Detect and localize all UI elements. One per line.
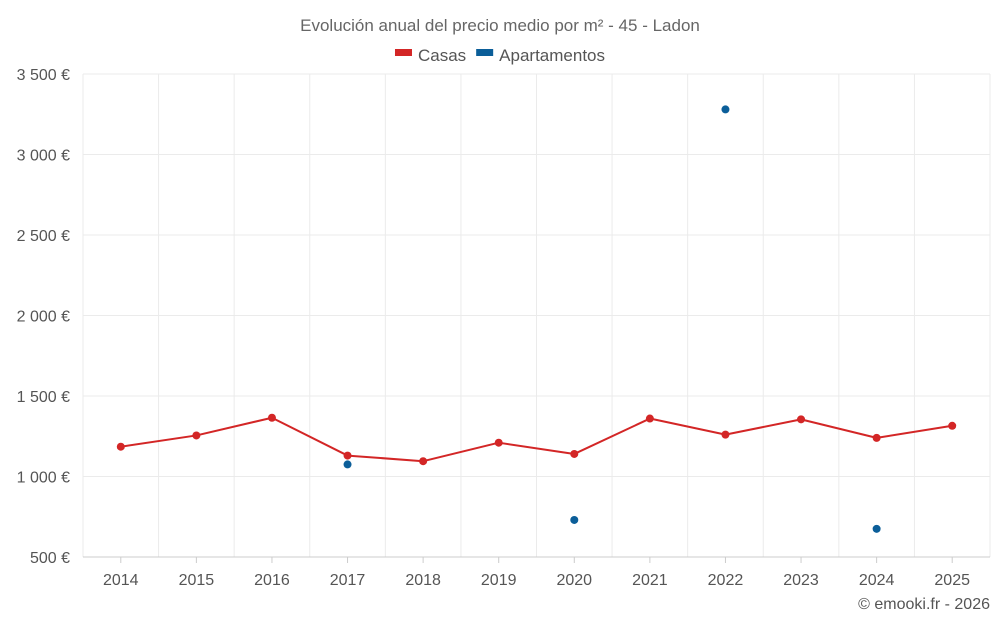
x-tick-label: 2024: [859, 572, 895, 589]
series-casas: [116, 413, 957, 466]
y-tick-label: 2 000 €: [17, 309, 70, 326]
data-point-casas[interactable]: [570, 449, 579, 458]
x-tick-label: 2021: [632, 572, 668, 589]
legend-label-casas: Casas: [418, 46, 466, 65]
data-point-casas[interactable]: [494, 438, 503, 447]
x-tick-label: 2023: [783, 572, 819, 589]
x-tick-label: 2019: [481, 572, 517, 589]
data-point-casas[interactable]: [419, 457, 428, 466]
x-tick-label: 2017: [330, 572, 366, 589]
x-tick-label: 2022: [708, 572, 744, 589]
x-tick-label: 2014: [103, 572, 139, 589]
legend-label-apartamentos: Apartamentos: [499, 46, 605, 65]
legend-item-apartamentos[interactable]: Apartamentos: [476, 46, 605, 65]
data-point-casas[interactable]: [192, 431, 201, 440]
data-point-apartamentos[interactable]: [872, 524, 881, 533]
y-tick-label: 1 000 €: [17, 470, 70, 487]
series-apartamentos: [343, 105, 881, 533]
series-line-casas: [120, 416, 953, 463]
x-gridlines: [82, 74, 991, 557]
data-point-casas[interactable]: [872, 433, 881, 442]
data-point-casas[interactable]: [343, 451, 352, 460]
legend-swatch-apartamentos: [476, 49, 494, 56]
data-point-apartamentos[interactable]: [721, 105, 730, 114]
chart-title: Evolución anual del precio medio por m² …: [300, 16, 700, 35]
data-point-apartamentos[interactable]: [570, 515, 579, 524]
data-point-casas[interactable]: [645, 414, 654, 423]
data-point-casas[interactable]: [797, 415, 806, 424]
data-point-casas[interactable]: [267, 413, 276, 422]
y-tick-label: 3 500 €: [17, 67, 70, 84]
x-tick-label: 2020: [556, 572, 592, 589]
y-tick-label: 1 500 €: [17, 389, 70, 406]
y-tick-label: 500 €: [30, 550, 70, 567]
x-tick-label: 2016: [254, 572, 290, 589]
y-tick-label: 3 000 €: [17, 148, 70, 165]
x-tick-label: 2015: [179, 572, 215, 589]
x-tick-label: 2025: [934, 572, 970, 589]
credit-text: © emooki.fr - 2026: [858, 596, 990, 613]
y-tick-label: 2 500 €: [17, 228, 70, 245]
data-point-casas[interactable]: [721, 430, 730, 439]
legend[interactable]: Casas Apartamentos: [394, 46, 605, 65]
y-axis: 500 € 1 000 € 1 500 € 2 000 € 2 500 € 3 000 €…: [17, 67, 70, 567]
data-point-casas[interactable]: [116, 442, 125, 451]
legend-swatch-casas: [394, 49, 412, 56]
legend-item-casas[interactable]: Casas: [394, 46, 466, 65]
x-axis: 2014 2015 2016 2017 2018 2019 2020 2021 2022 2023…: [83, 556, 990, 589]
data-point-apartamentos[interactable]: [343, 460, 352, 469]
series-layer: [116, 105, 957, 533]
x-tick-label: 2018: [405, 572, 441, 589]
data-point-casas[interactable]: [948, 421, 957, 430]
